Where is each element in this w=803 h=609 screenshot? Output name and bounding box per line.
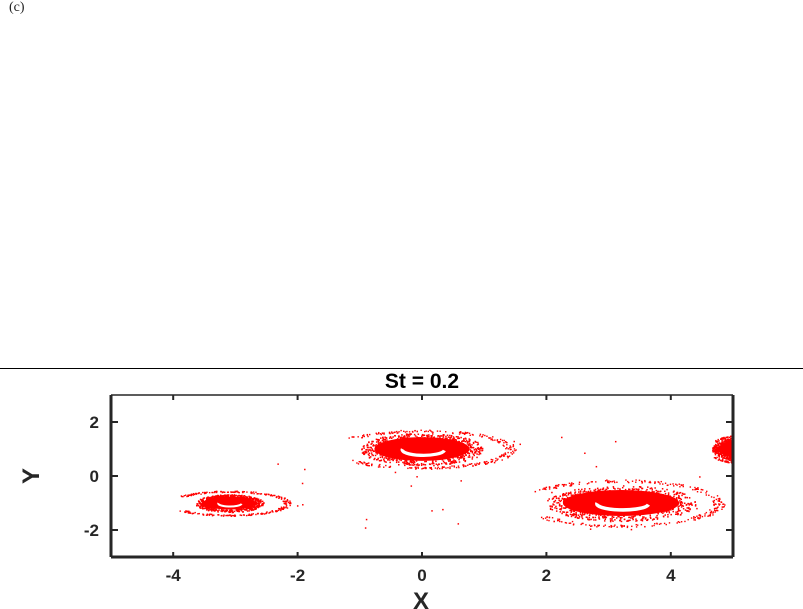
x-tick-label: -4 <box>166 566 182 585</box>
scatter-points <box>179 429 733 531</box>
x-tick-label: 0 <box>417 566 426 585</box>
x-tick-label: 2 <box>542 566 551 585</box>
y-axis-label: Y <box>18 468 45 484</box>
panel-label: (c) <box>9 0 25 15</box>
x-tick-label: -2 <box>290 566 305 585</box>
separator-line <box>0 368 803 369</box>
y-tick-label: 2 <box>90 413 99 432</box>
axes: -4 -2 0 2 4 -2 0 2 <box>84 394 735 585</box>
x-axis-label: X <box>413 588 429 609</box>
y-tick-label: -2 <box>84 521 99 540</box>
y-tick-label: 0 <box>90 467 99 486</box>
chart-title: St = 0.2 <box>385 370 459 393</box>
x-tick-label: 4 <box>666 566 676 585</box>
